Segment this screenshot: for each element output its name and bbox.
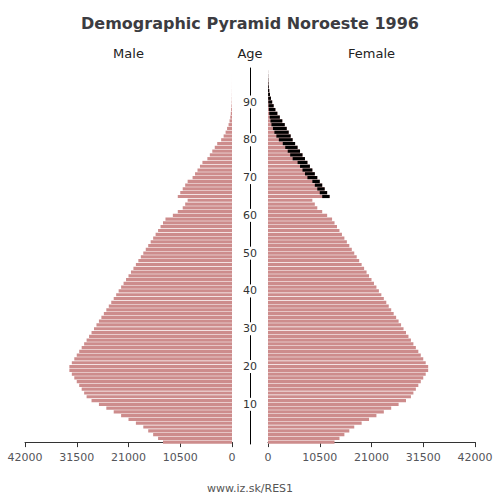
svg-text:80: 80 xyxy=(243,133,257,146)
svg-text:20: 20 xyxy=(243,360,257,373)
svg-text:50: 50 xyxy=(243,247,257,260)
svg-text:40: 40 xyxy=(243,284,257,297)
svg-text:0: 0 xyxy=(229,451,236,464)
svg-text:60: 60 xyxy=(243,209,257,222)
svg-text:42000: 42000 xyxy=(8,451,43,464)
svg-text:31500: 31500 xyxy=(406,451,441,464)
svg-text:10: 10 xyxy=(243,398,257,411)
svg-text:21000: 21000 xyxy=(354,451,389,464)
svg-text:0: 0 xyxy=(265,451,272,464)
svg-text:www.iz.sk/RES1: www.iz.sk/RES1 xyxy=(207,482,293,495)
svg-text:10500: 10500 xyxy=(163,451,198,464)
svg-text:70: 70 xyxy=(243,171,257,184)
svg-text:31500: 31500 xyxy=(59,451,94,464)
svg-text:Demographic Pyramid Noroeste 1: Demographic Pyramid Noroeste 1996 xyxy=(81,14,419,33)
svg-text:Male: Male xyxy=(113,46,144,61)
svg-text:10500: 10500 xyxy=(302,451,337,464)
svg-text:21000: 21000 xyxy=(111,451,146,464)
svg-text:30: 30 xyxy=(243,322,257,335)
svg-text:Female: Female xyxy=(348,46,395,61)
svg-text:90: 90 xyxy=(243,96,257,109)
svg-text:42000: 42000 xyxy=(458,451,493,464)
svg-text:Age: Age xyxy=(237,46,262,61)
